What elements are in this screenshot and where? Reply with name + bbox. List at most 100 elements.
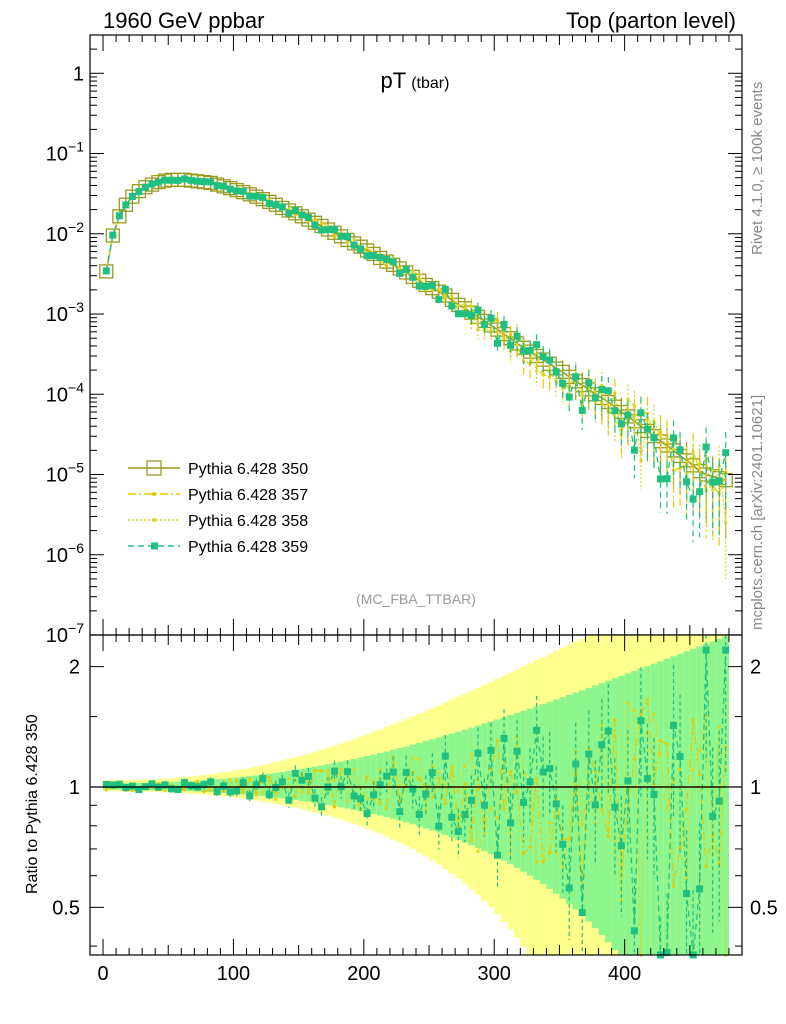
- ratio-marker-dot: [541, 853, 545, 858]
- marker-dot: [430, 288, 434, 292]
- ratio-marker-dot: [267, 775, 271, 779]
- ratio-marker-dot: [678, 846, 682, 850]
- band-green: [311, 766, 319, 803]
- band-green: [298, 768, 306, 801]
- ratio-marker-dot: [495, 816, 500, 820]
- marker-dot: [398, 266, 402, 270]
- marker-359: [415, 282, 423, 290]
- x-tick-label: 200: [347, 963, 380, 985]
- ratio-marker-dot: [378, 801, 382, 805]
- marker-359: [617, 420, 625, 428]
- marker-359: [480, 321, 488, 329]
- marker-dot: [626, 397, 630, 402]
- marker-359: [396, 269, 404, 277]
- ratio-marker-dot: [613, 838, 617, 842]
- ratio-marker-359: [109, 781, 117, 789]
- marker-359: [272, 201, 280, 209]
- ratio-marker-dot: [665, 742, 669, 746]
- marker-359: [226, 185, 234, 193]
- y-tick-label: 10−4: [46, 379, 84, 406]
- legend-label: Pythia 6.428 359: [188, 539, 308, 556]
- ratio-marker-dot: [430, 764, 434, 768]
- ratio-marker-dot: [521, 852, 526, 856]
- ratio-marker-dot: [515, 790, 519, 794]
- ratio-marker-dot: [235, 779, 239, 783]
- ratio-marker-dot: [698, 773, 702, 777]
- marker-359: [317, 226, 325, 234]
- ratio-marker-dot: [254, 793, 258, 797]
- ratio-marker-359: [643, 775, 651, 783]
- band-green: [618, 675, 625, 955]
- x-tick-label: 100: [217, 963, 250, 985]
- band-green: [565, 694, 573, 904]
- marker-359: [181, 175, 189, 183]
- ratio-marker-dot: [508, 851, 513, 855]
- marker-dot: [613, 391, 617, 395]
- ratio-marker-dot: [704, 865, 708, 869]
- ratio-marker-359: [102, 781, 110, 789]
- ratio-marker-359: [298, 776, 306, 784]
- ratio-marker-dot: [678, 767, 682, 771]
- marker-359: [252, 192, 260, 200]
- ratio-marker-359: [376, 781, 384, 789]
- marker-359: [598, 385, 606, 393]
- marker-359: [441, 285, 449, 293]
- band-green: [363, 756, 371, 813]
- ratio-marker-359: [350, 792, 358, 800]
- y-tick-label: 10−3: [46, 299, 84, 326]
- ratio-marker-dot: [163, 789, 167, 793]
- marker-dot: [463, 302, 467, 306]
- ratio-marker-359: [344, 768, 352, 776]
- ratio-marker-359: [441, 752, 449, 760]
- marker-dot: [443, 293, 447, 298]
- ratio-marker-dot: [339, 769, 343, 773]
- ratio-marker-dot: [267, 778, 271, 782]
- main-y-axis: 10−7 10−6 10−5 10−4 10−3 10−2 10−1 1: [46, 34, 742, 647]
- ratio-marker-359: [670, 721, 678, 729]
- ratio-marker-dot: [548, 850, 552, 855]
- ratio-marker-dot: [385, 806, 389, 810]
- legend-marker: [152, 492, 156, 496]
- band-green: [448, 733, 456, 838]
- marker-359: [161, 176, 169, 184]
- marker-359: [572, 373, 580, 381]
- ratio-marker-dot: [580, 822, 584, 826]
- band-green: [696, 646, 703, 955]
- ratio-marker-dot: [209, 787, 213, 791]
- marker-dot: [293, 213, 297, 217]
- ratio-y-label: Ratio to Pythia 6.428 350: [24, 714, 41, 894]
- ratio-marker-359: [409, 785, 417, 793]
- ratio-marker-dot: [332, 778, 337, 782]
- ratio-marker-dot: [593, 770, 597, 774]
- marker-359: [513, 332, 521, 340]
- ratio-marker-359: [317, 803, 325, 811]
- main-panel-content: [99, 172, 733, 580]
- ratio-marker-dot: [313, 768, 317, 773]
- ratio-marker-dot: [450, 766, 454, 770]
- ratio-marker-dot: [698, 748, 702, 753]
- ratio-marker-359: [402, 768, 410, 776]
- ratio-marker-dot: [561, 865, 565, 870]
- marker-359: [344, 233, 352, 241]
- ratio-y-tick-label: 2: [69, 657, 80, 679]
- ratio-marker-359: [624, 777, 632, 785]
- marker-359: [696, 488, 704, 496]
- ratio-marker-dot: [469, 839, 474, 843]
- ratio-y-tick-label-right: 2: [750, 657, 761, 679]
- band-green: [722, 636, 729, 955]
- marker-dot: [665, 448, 669, 452]
- ratio-marker-359: [363, 810, 371, 818]
- ratio-marker-dot: [469, 752, 474, 756]
- ratio-marker-dot: [274, 797, 278, 801]
- band-green: [318, 765, 325, 804]
- ratio-marker-dot: [261, 790, 265, 794]
- band-green: [611, 678, 619, 951]
- marker-359: [409, 273, 417, 281]
- band-green: [226, 778, 234, 794]
- ratio-marker-359: [591, 801, 599, 809]
- ratio-marker-dot: [619, 898, 623, 902]
- ratio-marker-dot: [476, 849, 480, 853]
- marker-dot: [658, 432, 663, 437]
- legend-marker: [151, 542, 158, 550]
